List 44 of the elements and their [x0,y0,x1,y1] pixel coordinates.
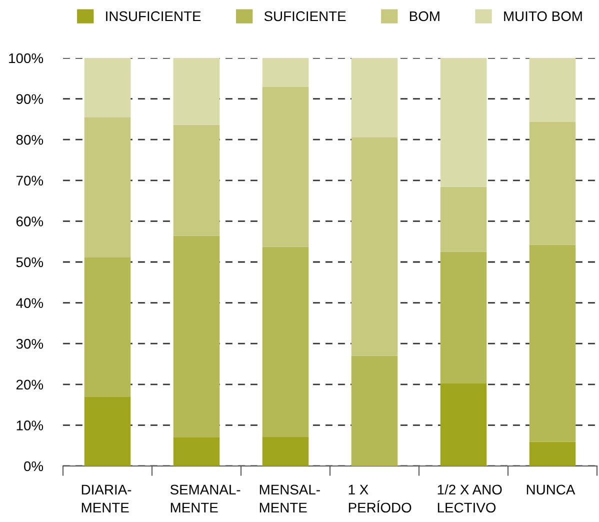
y-tick-label: 30% [16,338,44,349]
y-tick-label: 20% [16,380,44,390]
y-tick-label: 60% [16,216,44,226]
bar [351,137,398,356]
bar [173,124,220,236]
bar [351,58,398,138]
legend-label: BOM [410,11,440,22]
bar [351,356,398,466]
y-tick-label: 70% [16,176,44,186]
bar [173,58,220,125]
bar [84,257,131,397]
bar [262,246,309,438]
y-tick-label: 50% [16,257,44,268]
bar [440,383,487,466]
x-tick-label: MENSAL- MENTE [260,484,320,512]
bar [173,437,220,466]
bar [173,236,220,438]
y-tick-label: 80% [16,134,44,145]
x-tick-label: 1 X PERÍODO [348,484,412,513]
bar [440,252,487,384]
bar [84,58,131,118]
bar [529,122,576,245]
legend-label: MUITO BOM [504,11,582,22]
bar [440,58,487,187]
x-tick-label: DIARIA- MENTE [82,484,132,512]
y-tick-label: 100% [9,53,44,64]
y-tick-label: 40% [16,298,44,308]
legend-label: SUFICIENTE [264,11,346,22]
legend-label: INSUFICIENTE [106,11,201,22]
bar [529,442,576,466]
x-tick-label: 1/2 X ANO LECTIVO [438,484,502,513]
bar [84,396,131,466]
y-tick-label: 0% [24,461,44,472]
bar [440,186,487,252]
bar [262,86,309,247]
bar [84,117,131,258]
bar [262,437,309,466]
y-tick-label: 10% [16,420,44,430]
x-tick-label: NUNCA [526,484,576,495]
x-tick-label: SEMANAL- MENTE [170,484,240,512]
bar [529,58,576,122]
y-tick-label: 90% [16,94,44,104]
bar [262,58,309,87]
bar [529,244,576,442]
